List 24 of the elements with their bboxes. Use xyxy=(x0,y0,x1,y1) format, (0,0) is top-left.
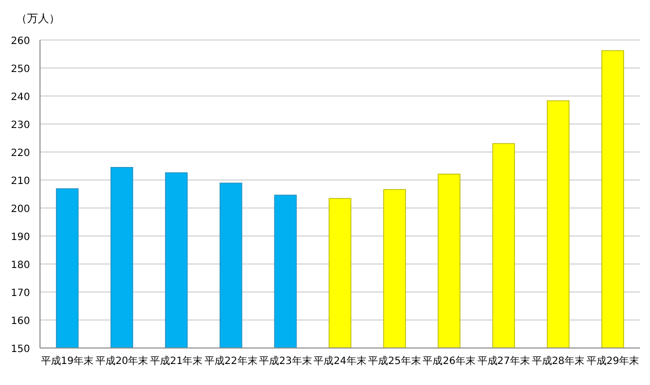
x-tick-label: 平成23年末 xyxy=(259,355,312,367)
y-tick-label: 160 xyxy=(10,316,30,327)
y-tick-label: 170 xyxy=(10,288,30,299)
y-tick-label: 240 xyxy=(10,92,30,103)
x-tick-label: 平成29年末 xyxy=(586,355,640,367)
x-tick-label: 平成21年末 xyxy=(150,355,203,367)
x-tick-label: 平成28年末 xyxy=(532,355,585,367)
y-tick-label: 150 xyxy=(10,344,30,355)
y-tick-label: 200 xyxy=(10,204,30,215)
y-tick-label: 230 xyxy=(10,120,30,131)
x-tick-label: 平成19年末 xyxy=(40,355,94,367)
y-tick-label: 220 xyxy=(10,148,30,159)
y-tick-label: 260 xyxy=(10,36,30,47)
y-axis-title: （万人） xyxy=(16,12,60,25)
y-tick-label: 210 xyxy=(10,176,30,187)
y-tick-label: 190 xyxy=(10,232,30,243)
y-tick-label: 180 xyxy=(10,260,30,271)
x-tick-label: 平成26年末 xyxy=(422,355,476,367)
x-tick-label: 平成24年末 xyxy=(314,355,366,367)
x-tick-label: 平成20年末 xyxy=(95,355,148,367)
x-tick-label: 平成22年末 xyxy=(204,355,258,367)
y-tick-label: 250 xyxy=(10,64,30,75)
x-tick-label: 平成27年末 xyxy=(477,355,530,367)
x-tick-label: 平成25年末 xyxy=(368,355,421,367)
